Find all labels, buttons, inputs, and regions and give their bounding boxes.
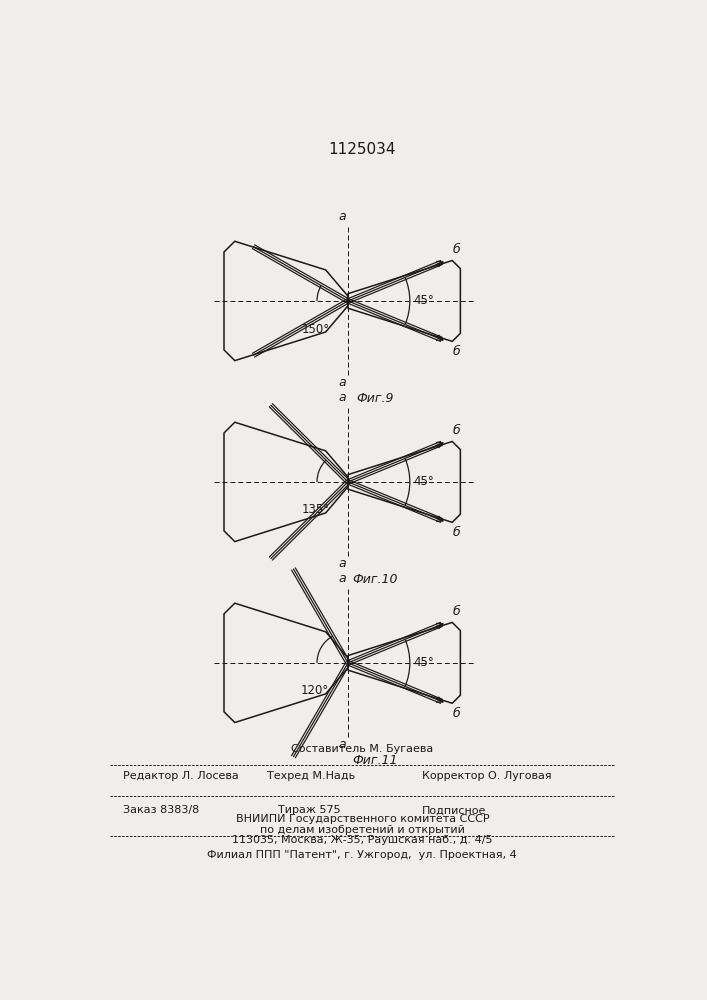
Text: б: б — [453, 424, 461, 437]
Text: 45°: 45° — [413, 656, 433, 669]
Text: а: а — [338, 738, 346, 751]
Text: Подписное: Подписное — [421, 805, 486, 815]
Text: а: а — [338, 391, 346, 404]
Text: Техред М.Надь: Техред М.Надь — [267, 771, 355, 781]
Text: 45°: 45° — [413, 294, 433, 307]
Text: Составитель М. Бугаева: Составитель М. Бугаева — [291, 744, 433, 754]
Text: б: б — [453, 605, 461, 618]
Text: а: а — [338, 557, 346, 570]
Text: 120°: 120° — [301, 684, 329, 697]
Text: 45°: 45° — [413, 475, 433, 488]
Text: Тираж 575: Тираж 575 — [278, 805, 341, 815]
Text: по делам изобретений и открытий: по делам изобретений и открытий — [260, 825, 464, 835]
Text: Фиг.10: Фиг.10 — [352, 573, 398, 586]
Text: Редактор Л. Лосева: Редактор Л. Лосева — [123, 771, 239, 781]
Text: 150°: 150° — [301, 323, 329, 336]
Text: Фиг.11: Фиг.11 — [352, 754, 398, 767]
Text: 113035, Москва, Ж-35, Раушская наб., д. 4/5: 113035, Москва, Ж-35, Раушская наб., д. … — [232, 835, 493, 845]
Text: 135°: 135° — [301, 503, 329, 516]
Text: а: а — [338, 572, 346, 585]
Text: б: б — [453, 707, 461, 720]
Text: Корректор О. Луговая: Корректор О. Луговая — [421, 771, 551, 781]
Text: б: б — [453, 526, 461, 539]
Text: б: б — [453, 243, 461, 256]
Text: Заказ 8383/8: Заказ 8383/8 — [123, 805, 199, 815]
Text: ВНИИПИ Государственного комитета СССР: ВНИИПИ Государственного комитета СССР — [235, 814, 489, 824]
Text: а: а — [338, 210, 346, 223]
Text: 1125034: 1125034 — [329, 142, 396, 157]
Text: б: б — [453, 345, 461, 358]
Text: а: а — [338, 376, 346, 389]
Text: Филиал ППП "Патент", г. Ужгород,  ул. Проектная, 4: Филиал ППП "Патент", г. Ужгород, ул. Про… — [207, 850, 518, 860]
Text: Фиг.9: Фиг.9 — [356, 392, 394, 405]
